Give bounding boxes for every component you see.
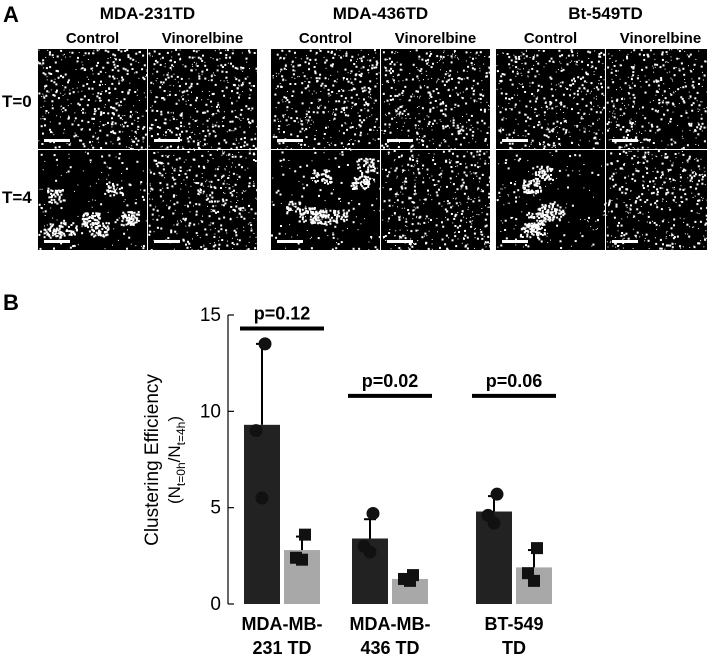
scale-bar — [612, 240, 638, 243]
condition-label: Control — [65, 30, 120, 47]
p-value-label: p=0.02 — [362, 371, 419, 391]
scale-bar — [387, 240, 413, 243]
condition-label: Vinorelbine — [619, 30, 702, 47]
condition-label: Control — [298, 30, 353, 47]
scale-bar — [154, 139, 180, 142]
y-axis-label: Clustering Efficiency — [142, 374, 163, 546]
condition-label: Vinorelbine — [394, 30, 477, 47]
data-point — [404, 574, 416, 587]
micrograph-image — [271, 150, 380, 250]
cell-line-title: MDA-231TD — [99, 4, 196, 23]
micrograph-image — [38, 150, 147, 250]
scale-bar — [502, 139, 528, 142]
scale-bar — [154, 240, 180, 243]
micrograph-image — [606, 49, 707, 149]
data-point — [487, 516, 501, 530]
scale-bar — [387, 139, 413, 142]
x-tick-label: BT-549 — [484, 614, 543, 634]
scale-bar — [612, 139, 638, 142]
scale-bar — [277, 240, 303, 243]
micrograph-image — [381, 150, 490, 250]
p-value-label: p=0.06 — [486, 371, 543, 391]
data-point — [296, 553, 308, 566]
x-tick-label: TD — [502, 638, 526, 658]
data-point — [528, 574, 540, 587]
micrograph-image — [496, 49, 605, 149]
micrograph-image — [148, 150, 257, 250]
scale-bar — [44, 240, 70, 243]
y-tick-label: 10 — [200, 401, 221, 422]
y-tick-label: 0 — [210, 594, 221, 615]
row-label-t4: T=4 — [2, 188, 32, 207]
data-point — [531, 542, 543, 555]
cell-line-title: MDA-436TD — [332, 4, 429, 23]
p-value-label: p=0.12 — [254, 303, 311, 323]
condition-label: Vinorelbine — [161, 30, 244, 47]
y-tick-label: 5 — [210, 498, 221, 519]
scale-bar — [277, 139, 303, 142]
data-point — [255, 491, 269, 505]
x-tick-label: 436 TD — [360, 638, 419, 658]
y-tick-label: 15 — [200, 305, 221, 326]
x-tick-label: MDA-MB- — [350, 614, 431, 634]
cell-line-title: Bt-549TD — [568, 4, 643, 23]
x-tick-label: 231 TD — [252, 638, 311, 658]
panel-b-letter: B — [3, 290, 19, 315]
x-tick-label: MDA-MB- — [242, 614, 323, 634]
micrograph-image — [148, 49, 257, 149]
panel-a-letter: A — [3, 2, 19, 27]
micrograph-image — [606, 150, 707, 250]
data-point — [366, 506, 380, 520]
condition-label: Control — [523, 30, 578, 47]
scale-bar — [502, 240, 528, 243]
micrograph-image — [381, 49, 490, 149]
data-point — [490, 487, 504, 501]
scale-bar — [44, 139, 70, 142]
micrograph-image — [271, 49, 380, 149]
micrograph-image — [38, 49, 147, 149]
data-point — [258, 337, 272, 351]
row-label-t0: T=0 — [2, 92, 32, 111]
micrograph-image — [496, 150, 605, 250]
bar — [244, 424, 280, 604]
data-point — [363, 545, 377, 559]
data-point — [299, 528, 311, 541]
data-point — [249, 424, 263, 438]
y-axis-sublabel: (Nt=0h/Nt=4h) — [165, 416, 188, 504]
